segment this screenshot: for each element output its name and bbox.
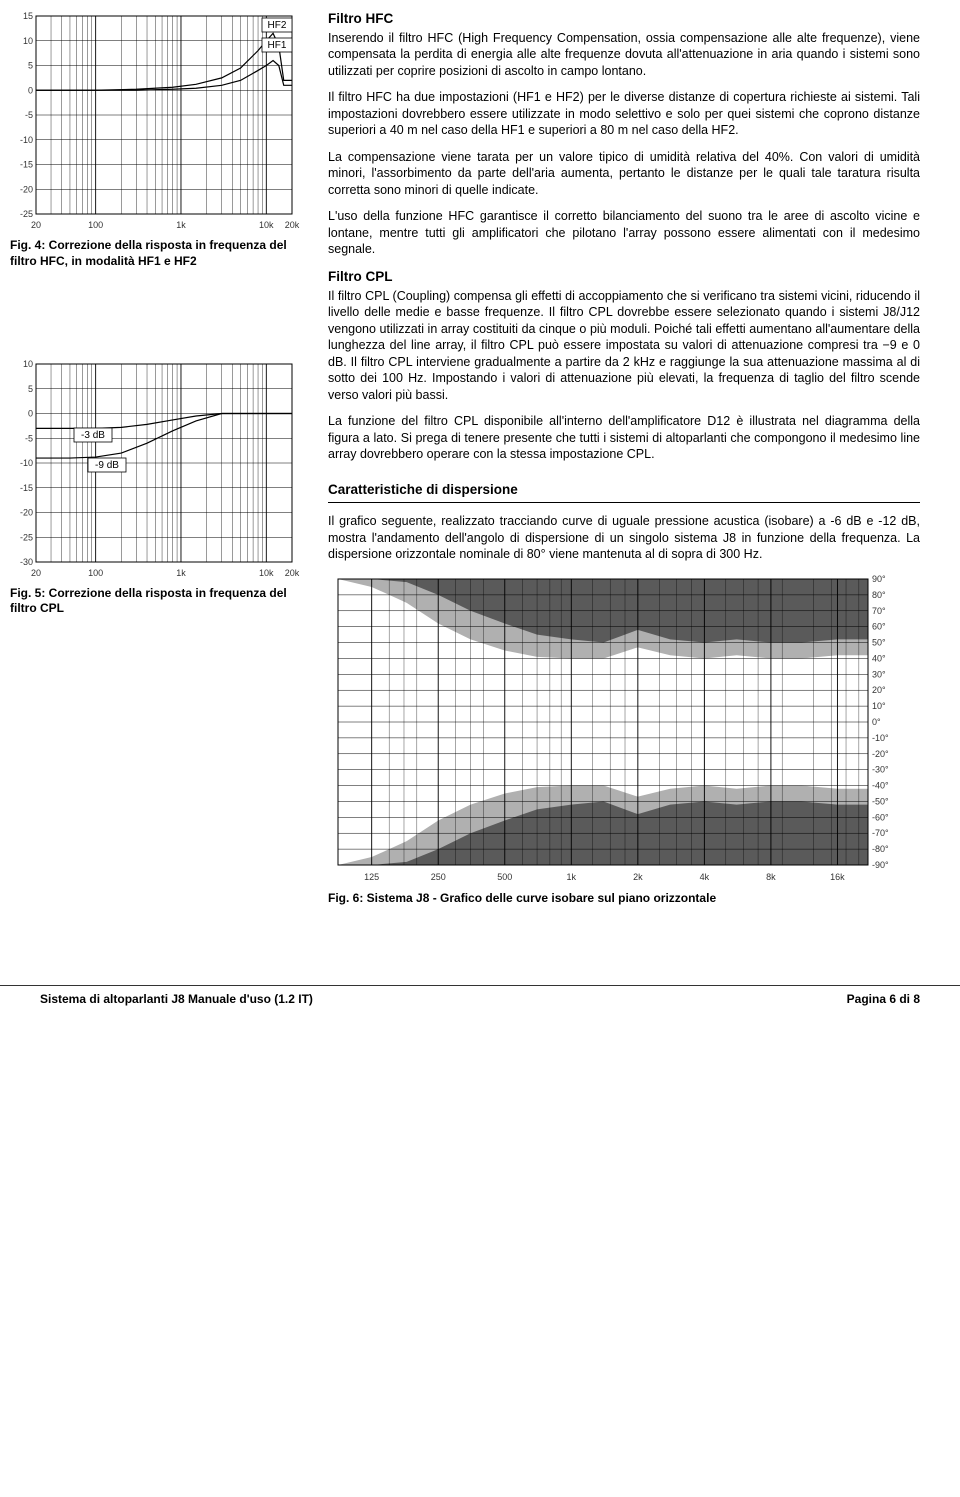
svg-text:1k: 1k — [176, 568, 186, 578]
para-hfc-3: La compensazione viene tarata per un val… — [328, 149, 920, 199]
svg-text:1k: 1k — [176, 220, 186, 230]
svg-text:-10: -10 — [20, 135, 33, 145]
svg-text:10: 10 — [23, 359, 33, 369]
svg-text:-5: -5 — [25, 433, 33, 443]
svg-text:HF2: HF2 — [268, 20, 287, 31]
fig6-chart: -90° -80° -70° -60° -50° -40° -30° -20° -10° 0° 10… — [328, 573, 920, 883]
fig6-caption: Fig. 6: Sistema J8 - Grafico delle curve… — [328, 891, 920, 907]
svg-text:-10°: -10° — [872, 733, 889, 743]
svg-text:-30: -30 — [20, 557, 33, 567]
svg-text:5: 5 — [28, 61, 33, 71]
svg-text:-40°: -40° — [872, 780, 889, 790]
svg-text:-3 dB: -3 dB — [81, 430, 105, 441]
svg-text:90°: 90° — [872, 574, 886, 584]
svg-text:-20°: -20° — [872, 749, 889, 759]
heading-hfc: Filtro HFC — [328, 10, 920, 28]
svg-text:-25: -25 — [20, 209, 33, 219]
svg-text:10°: 10° — [872, 701, 886, 711]
para-hfc-4: L'uso della funzione HFC garantisce il c… — [328, 208, 920, 258]
svg-text:-9 dB: -9 dB — [95, 460, 119, 471]
divider — [328, 502, 920, 503]
right-column: Filtro HFC Inserendo il filtro HFC (High… — [328, 10, 920, 935]
svg-text:20: 20 — [31, 568, 41, 578]
fig4-chart: -25 -20 -15 -10 -5 0 5 10 15 20 100 1k 10k 20k HF2 HF1 — [10, 10, 300, 230]
svg-text:0°: 0° — [872, 717, 881, 727]
svg-text:5: 5 — [28, 383, 33, 393]
svg-text:-90°: -90° — [872, 860, 889, 870]
svg-text:-20: -20 — [20, 184, 33, 194]
svg-text:100: 100 — [88, 568, 103, 578]
svg-text:-50°: -50° — [872, 796, 889, 806]
heading-cpl: Filtro CPL — [328, 268, 920, 286]
page-footer: Sistema di altoparlanti J8 Manuale d'uso… — [0, 985, 960, 1024]
svg-text:16k: 16k — [830, 872, 845, 882]
svg-text:-10: -10 — [20, 458, 33, 468]
svg-text:50°: 50° — [872, 637, 886, 647]
footer-right: Pagina 6 di 8 — [847, 992, 920, 1008]
svg-text:-20: -20 — [20, 507, 33, 517]
para-hfc-2: Il filtro HFC ha due impostazioni (HF1 e… — [328, 89, 920, 139]
fig5-chart: -30 -25 -20 -15 -10 -5 0 5 10 20 100 1k 10k 20k -3 dB -… — [10, 358, 300, 578]
left-column: -25-20-15-10-5051015201001k10k20kHF2HF1 … — [10, 10, 300, 935]
svg-text:15: 15 — [23, 11, 33, 21]
svg-text:8k: 8k — [766, 872, 776, 882]
svg-text:1k: 1k — [567, 872, 577, 882]
fig4-caption: Fig. 4: Correzione della risposta in fre… — [10, 238, 300, 270]
svg-text:500: 500 — [497, 872, 512, 882]
svg-text:60°: 60° — [872, 622, 886, 632]
svg-text:0: 0 — [28, 408, 33, 418]
svg-text:40°: 40° — [872, 653, 886, 663]
svg-text:-25: -25 — [20, 532, 33, 542]
svg-text:80°: 80° — [872, 590, 886, 600]
svg-text:30°: 30° — [872, 669, 886, 679]
svg-text:10: 10 — [23, 36, 33, 46]
svg-text:0: 0 — [28, 85, 33, 95]
svg-text:250: 250 — [431, 872, 446, 882]
svg-text:10k: 10k — [259, 568, 274, 578]
svg-text:20k: 20k — [285, 568, 300, 578]
svg-text:-70°: -70° — [872, 828, 889, 838]
svg-text:HF1: HF1 — [268, 40, 287, 51]
heading-disp: Caratteristiche di dispersione — [328, 481, 920, 499]
para-hfc-1: Inserendo il filtro HFC (High Frequency … — [328, 30, 920, 80]
fig5-caption: Fig. 5: Correzione della risposta in fre… — [10, 586, 300, 618]
svg-text:2k: 2k — [633, 872, 643, 882]
svg-text:125: 125 — [364, 872, 379, 882]
svg-text:20k: 20k — [285, 220, 300, 230]
footer-left: Sistema di altoparlanti J8 Manuale d'uso… — [40, 992, 313, 1008]
para-cpl-1: Il filtro CPL (Coupling) compensa gli ef… — [328, 288, 920, 404]
svg-text:-5: -5 — [25, 110, 33, 120]
svg-text:-30°: -30° — [872, 765, 889, 775]
svg-text:-80°: -80° — [872, 844, 889, 854]
svg-text:70°: 70° — [872, 606, 886, 616]
para-disp-1: Il grafico seguente, realizzato traccian… — [328, 513, 920, 563]
svg-text:10k: 10k — [259, 220, 274, 230]
svg-text:20: 20 — [31, 220, 41, 230]
svg-text:100: 100 — [88, 220, 103, 230]
svg-text:-60°: -60° — [872, 812, 889, 822]
svg-text:20°: 20° — [872, 685, 886, 695]
svg-text:-15: -15 — [20, 160, 33, 170]
para-cpl-2: La funzione del filtro CPL disponibile a… — [328, 413, 920, 463]
svg-text:-15: -15 — [20, 482, 33, 492]
svg-text:4k: 4k — [700, 872, 710, 882]
